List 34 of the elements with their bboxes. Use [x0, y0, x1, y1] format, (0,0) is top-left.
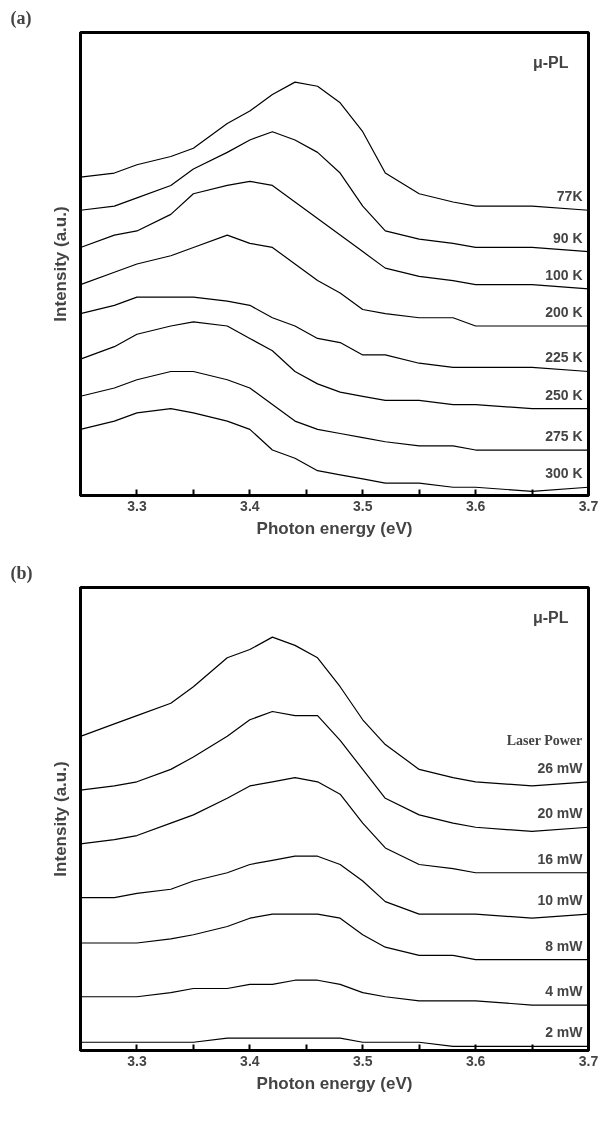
text: μ-PL	[532, 54, 569, 71]
series-label: 90 K	[552, 229, 583, 246]
y-axis-title: Intensity (a.u.)	[50, 761, 70, 877]
chart-title: (a)	[10, 7, 32, 29]
x-tick-label: 3.6	[465, 1052, 486, 1069]
x-tick-label: 3.5	[352, 497, 373, 514]
series-label: 250 K	[545, 386, 583, 403]
series-label: 275 K	[545, 428, 583, 445]
series-label: 200 K	[545, 304, 583, 321]
legend-title: Laser Power	[506, 732, 583, 748]
series-label: 77K	[556, 188, 583, 205]
x-tick-label: 3.7	[578, 1052, 599, 1069]
series-label: 2 mW	[545, 1024, 584, 1041]
x-tick-label: 3.3	[127, 497, 147, 514]
text: μ-PL	[532, 609, 569, 626]
series-label: 225 K	[545, 349, 583, 366]
x-tick-label: 3.6	[465, 497, 486, 514]
series-label: 26 mW	[537, 759, 584, 776]
chart-title: (b)	[10, 562, 33, 584]
series-label: 8 mW	[545, 937, 584, 954]
x-tick-label: 3.3	[127, 1052, 147, 1069]
series-label: 16 mW	[537, 850, 584, 867]
series-label: 300 K	[545, 465, 583, 482]
x-tick-label: 3.5	[352, 1052, 373, 1069]
series-label: 20 mW	[537, 805, 584, 822]
x-tick-label: 3.4	[240, 1052, 260, 1069]
y-axis-title: Intensity (a.u.)	[50, 206, 70, 322]
x-tick-label: 3.7	[578, 497, 599, 514]
series-label: 4 mW	[545, 983, 584, 1000]
x-tick-label: 3.4	[240, 497, 260, 514]
series-label: 100 K	[545, 266, 583, 283]
x-axis-title: Photon energy (eV)	[256, 518, 413, 538]
x-axis-title: Photon energy (eV)	[256, 1073, 413, 1093]
series-label: 10 mW	[537, 892, 584, 909]
